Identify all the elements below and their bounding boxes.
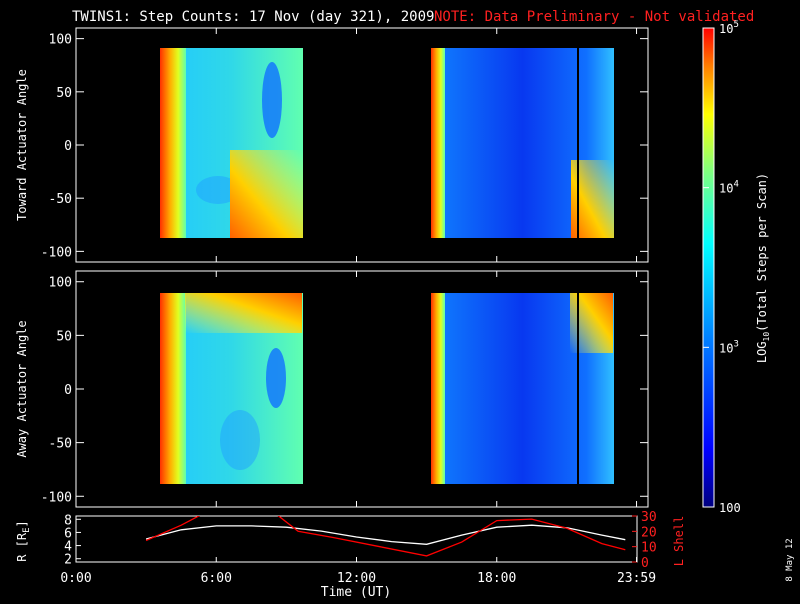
ytick-label: 50 (56, 86, 72, 101)
panel-orbit-frame (75, 515, 638, 563)
heatmap-block-4-hot (570, 293, 613, 353)
ytick-label: -50 (49, 437, 72, 452)
time-tick-label: 18:00 (477, 571, 516, 586)
panel-away-heatmap (160, 293, 614, 484)
chart-title: TWINS1: Step Counts: 17 Nov (day 321), 2… (72, 9, 434, 25)
orbit-right-tick-label: 20 (641, 525, 657, 540)
time-tick-label: 23:59 (617, 571, 656, 586)
date-stamp: 8 May 12 (785, 538, 795, 581)
colorbar-tick-label: 104 (719, 180, 739, 196)
ytick-label: 100 (49, 33, 72, 48)
orbit-left-tick-label: 2 (64, 553, 72, 568)
orbit-left-tick-label: 6 (64, 526, 72, 541)
time-tick-label: 6:00 (201, 571, 232, 586)
colorbar: 105 104 103 100 LOG10(Total Steps per Scan) (702, 20, 771, 515)
panel-away-ylabel: Away Actuator Angle (15, 320, 29, 457)
preliminary-note: NOTE: Data Preliminary - Not validated (434, 9, 754, 25)
time-tick-label: 0:00 (60, 571, 91, 586)
colorbar-tick-label: 103 (719, 339, 739, 355)
ytick-label: -100 (41, 490, 72, 505)
heatmap-block-3-lowcount (266, 348, 286, 408)
colorbar-gradient (702, 27, 715, 508)
orbit-left-ylabel: R [RE] (15, 520, 32, 562)
orbit-right-tick-label: 30 (641, 510, 657, 525)
heatmap-block-4-edge (431, 293, 445, 484)
ytick-label: 50 (56, 329, 72, 344)
colorbar-tick-label: 105 (719, 20, 739, 36)
orbit-left-tick-label: 4 (64, 540, 72, 555)
panel-toward: 100 50 0 -50 -100 Toward Actuator Angle (15, 27, 649, 263)
panel-away-yaxis: 100 50 0 -50 -100 (41, 276, 648, 505)
time-axis: 0:00 6:00 12:00 18:00 23:59 (60, 28, 656, 586)
ytick-label: -100 (41, 245, 72, 260)
ytick-label: 0 (64, 139, 72, 154)
colorbar-tick-label: 100 (719, 501, 741, 515)
orbit-right-ylabel: L Shell (672, 516, 686, 567)
heatmap-block-1-lowcount-2 (196, 176, 240, 204)
panel-toward-ylabel: Toward Actuator Angle (15, 69, 29, 221)
orbit-right-tick-label: 0 (641, 556, 649, 571)
panel-toward-heatmap (160, 48, 614, 238)
heatmap-block-3-hot (185, 293, 302, 333)
colorbar-ticks: 105 104 103 100 (703, 20, 741, 515)
orbit-left-tick-label: 8 (64, 513, 72, 528)
ytick-label: 0 (64, 383, 72, 398)
ytick-label: 100 (49, 276, 72, 291)
heatmap-block-2-edge (431, 48, 445, 238)
panel-toward-yaxis: 100 50 0 -50 -100 (41, 33, 648, 260)
heatmap-block-3-edge (160, 293, 186, 484)
time-axis-label: Time (UT) (321, 585, 391, 600)
heatmap-block-1-lowcount (262, 62, 282, 138)
orbit-series-1 (145, 516, 626, 557)
heatmap-block-3-lowcount-2 (220, 410, 260, 470)
orbit-series-0 (145, 524, 626, 545)
panel-away: 100 50 0 -50 -100 Away Actuator Angle (15, 270, 649, 508)
time-tick-label: 12:00 (337, 571, 376, 586)
orbit-right-tick-label: 10 (641, 541, 657, 556)
ytick-label: -50 (49, 192, 72, 207)
heatmap-block-1-edge (160, 48, 186, 238)
heatmap-block-1-hot (230, 150, 303, 238)
colorbar-label: LOG10(Total Steps per Scan) (755, 173, 771, 363)
panel-orbit-lines (145, 516, 626, 557)
